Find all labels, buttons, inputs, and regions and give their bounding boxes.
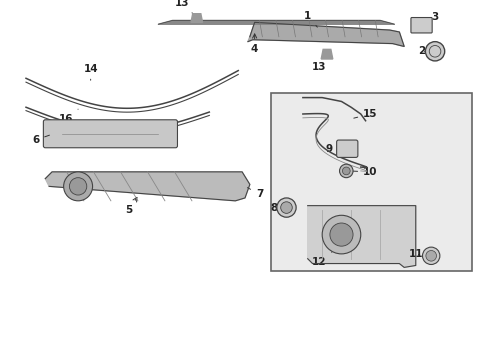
Text: 9: 9 <box>325 144 339 154</box>
Polygon shape <box>248 22 404 46</box>
Circle shape <box>422 247 440 265</box>
Text: 12: 12 <box>312 252 332 267</box>
Text: 13: 13 <box>175 0 194 15</box>
Text: 16: 16 <box>59 109 78 124</box>
Circle shape <box>340 164 353 178</box>
Circle shape <box>277 198 296 217</box>
Text: 10: 10 <box>351 167 378 177</box>
Polygon shape <box>45 172 250 201</box>
FancyBboxPatch shape <box>271 93 472 271</box>
Text: 1: 1 <box>304 10 318 27</box>
Text: 6: 6 <box>32 135 49 145</box>
FancyBboxPatch shape <box>411 18 432 33</box>
Circle shape <box>330 223 353 246</box>
Circle shape <box>343 167 350 175</box>
Text: 2: 2 <box>418 46 425 56</box>
Text: 4: 4 <box>251 34 258 54</box>
FancyBboxPatch shape <box>337 140 358 157</box>
Circle shape <box>64 172 93 201</box>
Polygon shape <box>321 49 333 59</box>
Text: 14: 14 <box>83 64 98 80</box>
FancyBboxPatch shape <box>44 120 177 148</box>
Polygon shape <box>308 206 416 267</box>
Circle shape <box>322 215 361 254</box>
Circle shape <box>70 178 87 195</box>
Text: 3: 3 <box>424 12 439 24</box>
Text: 7: 7 <box>247 188 263 199</box>
Circle shape <box>281 202 292 213</box>
Text: 5: 5 <box>125 197 137 216</box>
Text: 13: 13 <box>312 55 326 72</box>
Text: 11: 11 <box>409 249 423 259</box>
Polygon shape <box>158 21 394 24</box>
Circle shape <box>425 42 445 61</box>
Text: 8: 8 <box>270 203 277 212</box>
Polygon shape <box>191 13 202 22</box>
Text: 15: 15 <box>354 109 378 119</box>
Circle shape <box>426 251 437 261</box>
